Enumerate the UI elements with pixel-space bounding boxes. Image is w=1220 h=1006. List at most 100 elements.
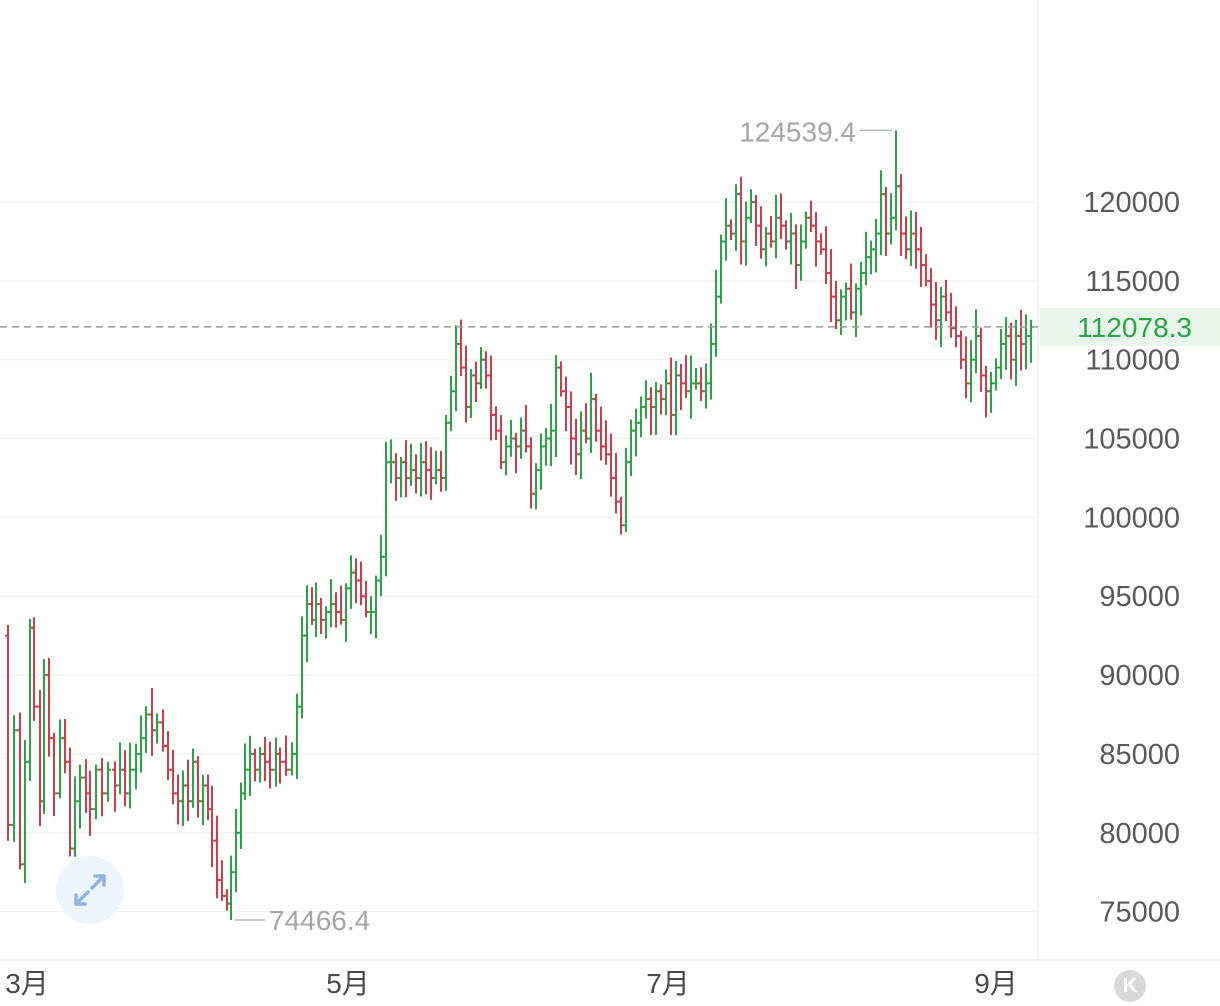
- ohlc-bar: [127, 742, 133, 809]
- ohlc-bar: [373, 575, 379, 639]
- ohlc-bar: [813, 212, 819, 267]
- ohlc-bar: [703, 363, 709, 409]
- ohlc-bar: [453, 325, 459, 412]
- ohlc-bar: [963, 336, 969, 399]
- ohlc-bar: [1013, 319, 1019, 387]
- ohlc-bar: [708, 323, 714, 400]
- ohlc-bar: [233, 808, 239, 893]
- expand-arrows-icon: [74, 874, 106, 906]
- ohlc-bar: [185, 759, 191, 822]
- ohlc-bar: [143, 706, 149, 754]
- y-tick-label: 115000: [1085, 266, 1180, 298]
- ohlc-bar: [154, 713, 160, 744]
- ohlc-bar: [11, 715, 17, 842]
- ohlc-bar: [648, 387, 654, 436]
- ohlc-bar: [873, 218, 879, 273]
- ohlc-bar: [338, 585, 344, 625]
- ohlc-bar: [868, 240, 874, 275]
- ohlc-bar: [333, 592, 339, 628]
- ohlc-bar: [773, 194, 779, 259]
- max-price-label: 124539.4: [739, 116, 856, 147]
- y-tick-label: 105000: [1083, 424, 1180, 456]
- ohlc-bar: [1008, 322, 1014, 380]
- x-tick-label: 5月: [326, 968, 370, 999]
- current-price-badge: [1040, 307, 1220, 346]
- ohlc-bar: [46, 658, 52, 757]
- ohlc-bar: [933, 281, 939, 340]
- ohlc-bar: [968, 340, 974, 403]
- ohlc-bar: [808, 200, 814, 233]
- ohlc-bar: [623, 447, 629, 533]
- ohlc-bar: [283, 735, 289, 776]
- price-annotations: 112078.3 124539.4 74466.4: [0, 116, 1220, 936]
- ohlc-bar: [553, 355, 559, 458]
- ohlc-bar: [190, 748, 196, 808]
- ohlc-bar: [448, 375, 454, 432]
- ohlc-bar: [743, 201, 749, 266]
- ohlc-bar: [423, 441, 429, 495]
- ohlc-bar: [858, 261, 864, 316]
- ohlc-bar: [493, 406, 499, 440]
- ohlc-bar: [358, 561, 364, 606]
- ohlc-bar: [488, 355, 494, 441]
- ohlc-bar: [122, 750, 128, 807]
- ohlc-bar: [633, 408, 639, 457]
- ohlc-bar: [728, 219, 734, 241]
- ohlc-bar: [998, 329, 1004, 379]
- ohlc-bar: [5, 624, 11, 841]
- ohlc-bar: [578, 411, 584, 480]
- ohlc-bar: [653, 381, 659, 435]
- ohlc-bar: [72, 776, 78, 857]
- ohlc-bar: [413, 454, 419, 494]
- ohlc-bar: [548, 403, 554, 467]
- ohlc-bar: [698, 367, 704, 402]
- ohlc-bar: [27, 618, 33, 781]
- ohlc-bar: [718, 234, 724, 304]
- k-icon[interactable]: K: [1114, 970, 1146, 1002]
- ohlc-bar: [888, 193, 894, 245]
- ohlc-bar: [403, 440, 409, 498]
- ohlc-bar: [443, 414, 449, 491]
- ohlc-bar: [117, 742, 123, 795]
- ohlc-bar: [758, 206, 764, 259]
- ohlc-bar: [93, 764, 99, 820]
- ohlc-bar: [748, 189, 754, 224]
- y-tick-label: 90000: [1099, 660, 1180, 692]
- expand-button[interactable]: [56, 856, 124, 924]
- y-tick-label: 120000: [1083, 187, 1180, 219]
- ohlc-bar: [17, 712, 23, 870]
- ohlc-bar: [598, 406, 604, 461]
- ohlc-bar: [195, 756, 201, 818]
- ohlc-bar: [105, 761, 111, 802]
- ohlc-bar: [618, 496, 624, 535]
- ohlc-bar: [588, 372, 594, 453]
- ohlc-bar: [573, 418, 579, 476]
- ohlc-bar: [277, 747, 283, 784]
- ohlc-bar: [568, 391, 574, 465]
- ohlc-bar: [112, 761, 118, 812]
- ohlc-bar: [478, 346, 484, 389]
- ohlc-bar: [463, 345, 469, 423]
- ohlc-bar: [468, 369, 474, 419]
- ohlc-bar: [149, 688, 155, 756]
- x-tick-label: 7月: [646, 968, 690, 999]
- ohlc-bar: [408, 443, 414, 486]
- ohlc-bar: [205, 774, 211, 821]
- ohlc-bar: [289, 742, 295, 776]
- ohlc-bar: [783, 220, 789, 250]
- ohlc-bar: [247, 735, 253, 796]
- ohlc-bar: [313, 582, 319, 638]
- ohlc-bar: [503, 435, 509, 476]
- ohlc-bar: [988, 372, 994, 413]
- x-tick-label: 9月: [974, 968, 1018, 999]
- ohlc-bar: [343, 583, 349, 642]
- ohlc-bar: [693, 367, 699, 390]
- ohlc-bar: [818, 233, 824, 255]
- ohlc-bar: [62, 718, 68, 774]
- y-tick-label: 80000: [1099, 818, 1180, 850]
- ohlc-bar: [83, 759, 89, 813]
- ohlc-bar: [848, 263, 854, 320]
- ohlc-bar: [214, 815, 220, 899]
- ohlc-bar: [99, 758, 105, 817]
